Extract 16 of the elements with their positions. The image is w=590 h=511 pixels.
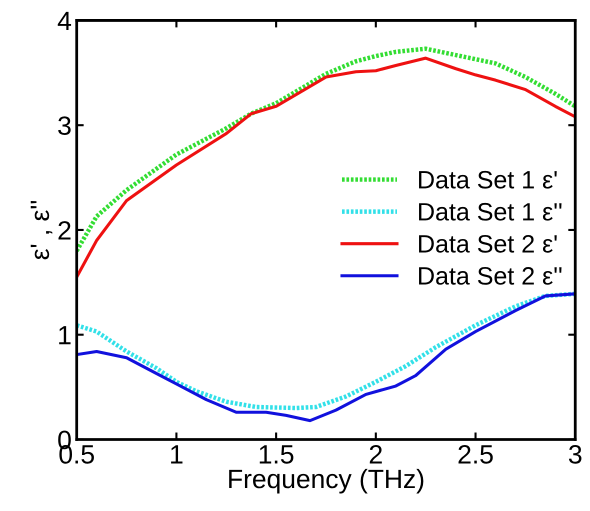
legend-label: Data Set 2 ε' [419, 234, 557, 253]
y-tick-label: 4 [58, 12, 72, 30]
x-tick-label: 1 [171, 445, 182, 464]
y-tick-label: 2 [58, 221, 71, 240]
x-tick-label: 2.5 [458, 445, 493, 464]
x-tick-label: 3 [568, 445, 582, 464]
x-axis-title: Frequency (THz) [229, 468, 424, 494]
y-tick-label: 1 [59, 326, 71, 344]
x-tick-label: 1.5 [260, 445, 294, 464]
legend-label: Data Set 1 ε'' [419, 202, 562, 221]
legend-label: Data Set 1 ε' [419, 170, 557, 189]
line-series [76, 46, 576, 254]
y-tick-label: 3 [58, 116, 71, 136]
legend-label: Data Set 2 ε'' [419, 267, 562, 285]
y-axis-title: ε' , ε'' [30, 200, 52, 260]
x-tick-label: 2 [370, 445, 382, 464]
